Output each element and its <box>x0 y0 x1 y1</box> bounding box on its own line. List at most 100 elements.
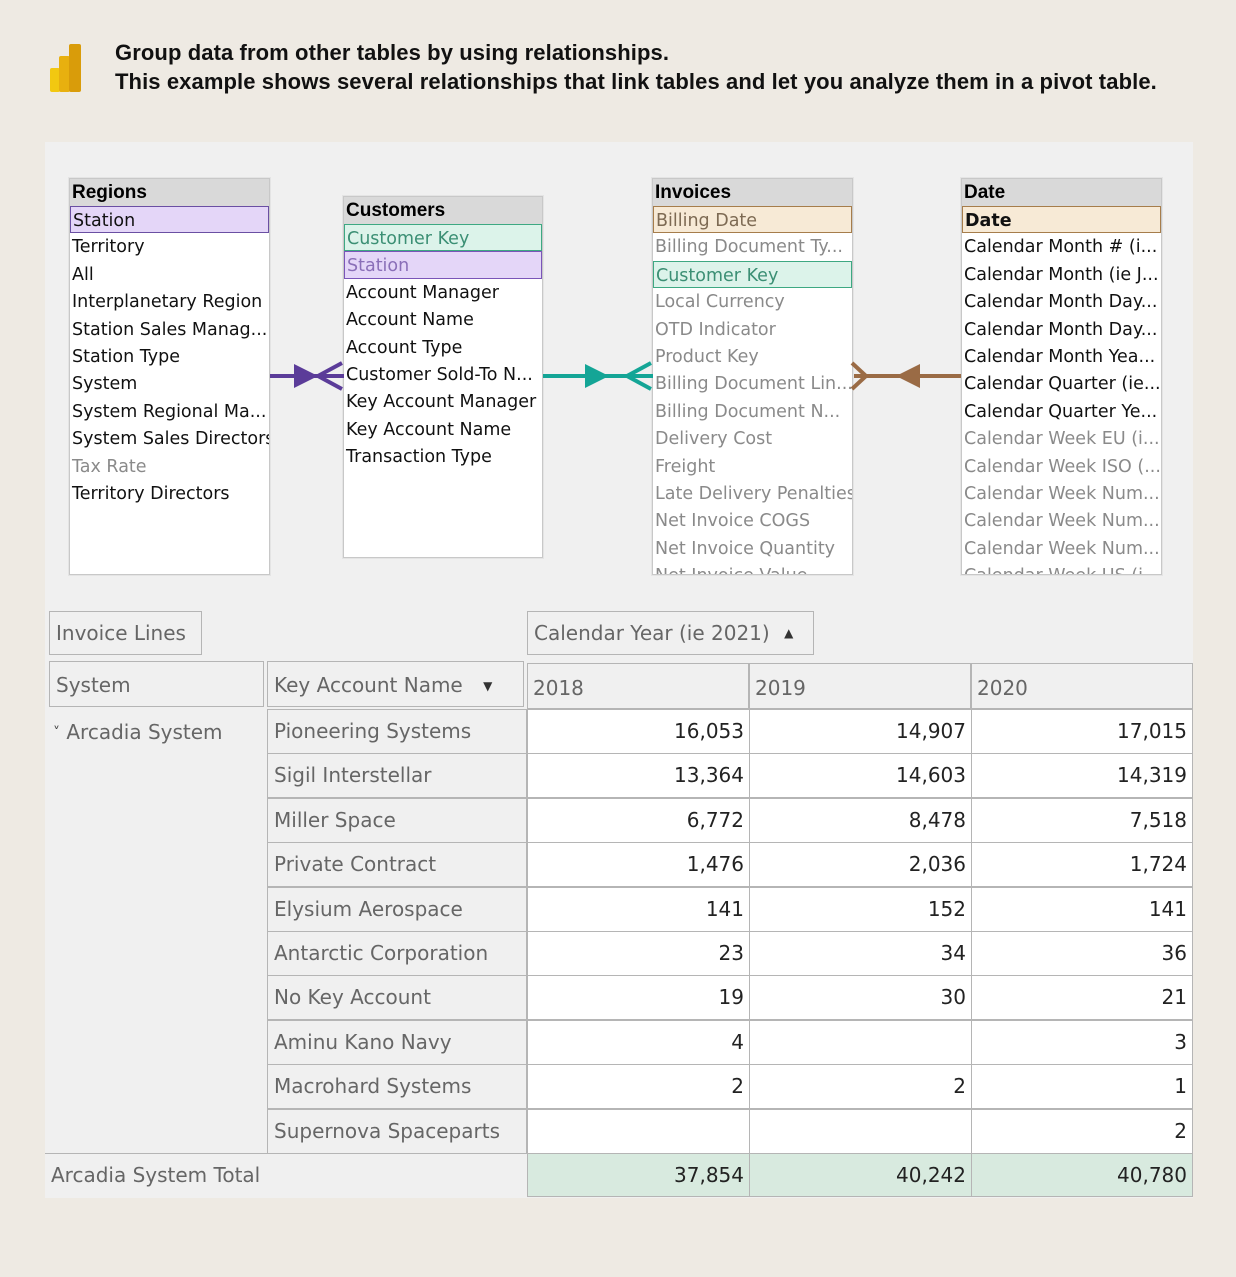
key-account-row-header[interactable]: No Key Account <box>267 975 527 1020</box>
date-field[interactable]: Calendar Week ISO (... <box>964 456 1161 477</box>
total-value-cell[interactable]: 40,242 <box>749 1153 972 1197</box>
invoices-field[interactable]: Billing Document Ty... <box>655 237 843 258</box>
date-field[interactable]: Calendar Week EU (i... <box>964 429 1160 450</box>
customers-field[interactable]: Account Manager <box>346 282 499 303</box>
date-field[interactable]: Calendar Month Day... <box>964 319 1158 340</box>
value-cell[interactable]: 21 <box>971 975 1193 1020</box>
value-cell[interactable]: 14,319 <box>971 753 1193 798</box>
key-account-row-header[interactable]: Elysium Aerospace <box>267 887 527 932</box>
customers-table[interactable]: Customers Customer Key Station Account Man… <box>343 196 543 558</box>
value-cell[interactable]: 23 <box>527 931 750 976</box>
value-cell[interactable]: 1 <box>971 1064 1193 1109</box>
value-cell[interactable]: 30 <box>749 975 972 1020</box>
year-column-header[interactable]: 2020 <box>971 663 1193 709</box>
date-field[interactable]: Calendar Quarter (ie... <box>964 374 1161 395</box>
value-cell[interactable]: 14,603 <box>749 753 972 798</box>
key-account-row-header[interactable]: Pioneering Systems <box>267 709 527 754</box>
total-value-cell[interactable]: 40,780 <box>971 1153 1193 1197</box>
value-cell[interactable]: 3 <box>971 1020 1193 1065</box>
value-cell[interactable]: 1,724 <box>971 842 1193 887</box>
relationship-customers-invoices[interactable] <box>543 360 655 392</box>
date-field[interactable]: Calendar Month Day... <box>964 292 1158 313</box>
date-field[interactable]: Calendar Quarter Ye... <box>964 401 1158 422</box>
regions-field[interactable]: All <box>72 264 94 285</box>
group-row-header[interactable]: ˅ Arcadia System <box>45 707 267 1153</box>
value-cell[interactable]: 141 <box>527 887 750 932</box>
invoices-field[interactable]: Net Invoice COGS <box>655 511 811 532</box>
relationship-invoices-date[interactable] <box>848 360 963 392</box>
sort-ascending-icon[interactable]: ▲ <box>784 626 794 640</box>
value-cell[interactable]: 4 <box>527 1020 750 1065</box>
value-cell[interactable] <box>749 1109 972 1154</box>
column-field-button[interactable]: Calendar Year (ie 2021) ▲ <box>527 611 814 655</box>
value-cell[interactable]: 1,476 <box>527 842 750 887</box>
invoices-field[interactable]: Local Currency <box>655 292 785 313</box>
invoices-field[interactable]: OTD Indicator <box>655 319 776 340</box>
invoices-field[interactable]: Delivery Cost <box>655 429 773 450</box>
date-field[interactable]: Calendar Month # (i... <box>964 237 1158 258</box>
value-cell[interactable]: 6,772 <box>527 798 750 843</box>
value-cell[interactable]: 16,053 <box>527 709 750 754</box>
value-cell[interactable]: 2,036 <box>749 842 972 887</box>
regions-field[interactable]: System Regional Ma... <box>72 401 267 422</box>
invoices-field[interactable]: Net Invoice Value <box>653 562 852 574</box>
values-field-button[interactable]: Invoice Lines <box>49 611 202 655</box>
value-cell[interactable]: 17,015 <box>971 709 1193 754</box>
value-cell[interactable]: 8,478 <box>749 798 972 843</box>
value-cell[interactable]: 34 <box>749 931 972 976</box>
total-value-cell[interactable]: 37,854 <box>527 1153 750 1197</box>
invoices-field[interactable]: Billing Document Lin... <box>655 374 852 395</box>
invoices-field[interactable]: Net Invoice Quantity <box>655 538 836 559</box>
value-cell[interactable]: 2 <box>971 1109 1193 1154</box>
year-column-header[interactable]: 2018 <box>527 663 749 709</box>
value-cell[interactable]: 141 <box>971 887 1193 932</box>
invoices-field[interactable]: Late Delivery Penalties <box>655 483 852 504</box>
customers-field[interactable]: Account Type <box>346 337 463 358</box>
regions-field[interactable]: Tax Rate <box>72 456 147 477</box>
value-cell[interactable]: 36 <box>971 931 1193 976</box>
row-field-key-account[interactable]: Key Account Name ▼ <box>267 661 524 707</box>
customers-field[interactable]: Customer Sold-To N... <box>346 364 533 385</box>
invoices-table[interactable]: Invoices Billing Date Billing Document Ty… <box>652 178 853 575</box>
value-cell[interactable]: 19 <box>527 975 750 1020</box>
key-account-row-header[interactable]: Supernova Spaceparts <box>267 1109 527 1154</box>
key-account-row-header[interactable]: Aminu Kano Navy <box>267 1020 527 1065</box>
date-field[interactable]: Calendar Week Num... <box>964 511 1160 532</box>
date-table[interactable]: Date Date Calendar Month # (i... Calendar … <box>961 178 1162 575</box>
customers-field[interactable]: Key Account Name <box>346 419 512 440</box>
key-account-row-header[interactable]: Private Contract <box>267 842 527 887</box>
invoices-field[interactable]: Product Key <box>655 346 759 367</box>
date-field[interactable]: Calendar Week Num... <box>964 483 1160 504</box>
value-cell[interactable]: 2 <box>749 1064 972 1109</box>
invoices-field[interactable]: Billing Document N... <box>655 401 841 422</box>
regions-field[interactable]: Station Type <box>72 346 180 367</box>
invoices-field[interactable]: Customer Key <box>653 260 852 289</box>
key-account-row-header[interactable]: Antarctic Corporation <box>267 931 527 976</box>
key-account-row-header[interactable]: Macrohard Systems <box>267 1064 527 1109</box>
date-field[interactable]: Calendar Week US (i... <box>962 562 1161 574</box>
regions-field[interactable]: System Sales Directors <box>72 429 269 450</box>
regions-table[interactable]: Regions Station Territory All Interplanetar… <box>69 178 270 575</box>
dropdown-arrow-icon[interactable]: ▼ <box>483 679 493 693</box>
date-field[interactable]: Calendar Week Num... <box>964 538 1160 559</box>
value-cell[interactable]: 13,364 <box>527 753 750 798</box>
regions-field[interactable]: Station Sales Manag... <box>72 319 268 340</box>
date-field[interactable]: Calendar Month (ie J... <box>964 264 1159 285</box>
value-cell[interactable] <box>527 1109 750 1154</box>
relationship-regions-customers[interactable] <box>268 360 348 392</box>
invoices-field[interactable]: Billing Date <box>653 206 852 234</box>
key-account-row-header[interactable]: Sigil Interstellar <box>267 753 527 798</box>
customers-field[interactable]: Transaction Type <box>346 447 492 468</box>
customers-field[interactable]: Station <box>344 251 542 279</box>
value-cell[interactable] <box>749 1020 972 1065</box>
customers-field[interactable]: Key Account Manager <box>346 392 537 413</box>
regions-field[interactable]: Territory Directors <box>72 483 230 504</box>
key-account-row-header[interactable]: Miller Space <box>267 798 527 843</box>
value-cell[interactable]: 152 <box>749 887 972 932</box>
invoices-field[interactable]: Freight <box>655 456 716 477</box>
date-field[interactable]: Calendar Month Yea... <box>964 346 1156 367</box>
year-column-header[interactable]: 2019 <box>749 663 971 709</box>
chevron-down-icon[interactable]: ˅ <box>53 725 60 741</box>
value-cell[interactable]: 7,518 <box>971 798 1193 843</box>
row-field-system[interactable]: System <box>49 661 264 707</box>
